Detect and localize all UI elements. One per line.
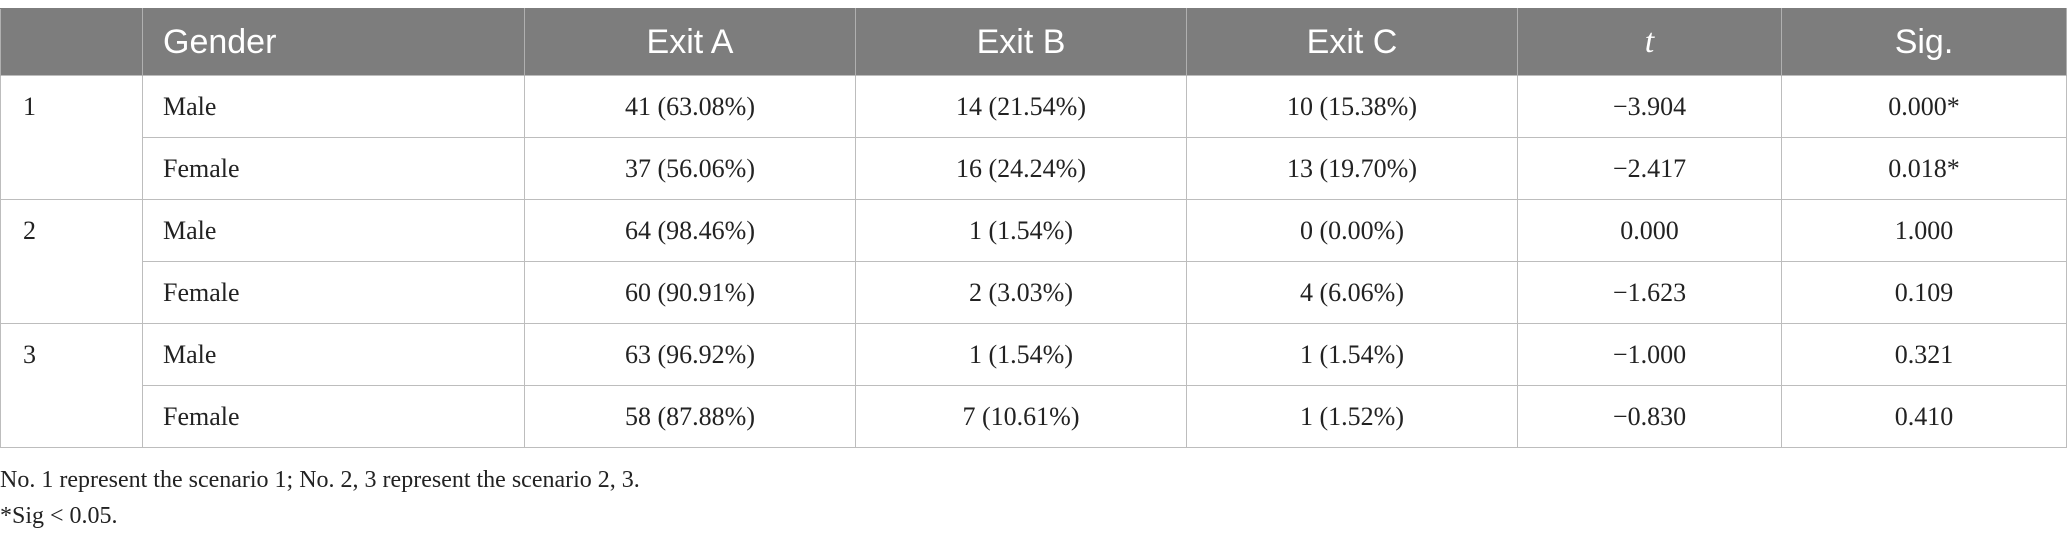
exit-b-cell: 2 (3.03%): [855, 261, 1187, 324]
results-table: Gender Exit A Exit B Exit C t Sig. 1 Mal…: [0, 8, 2067, 448]
exit-c-cell: 4 (6.06%): [1186, 261, 1518, 324]
exit-b-cell: 14 (21.54%): [855, 75, 1187, 138]
header-no: [0, 8, 143, 76]
exit-a-cell: 60 (90.91%): [524, 261, 856, 324]
table-row: 2 Male 64 (98.46%) 1 (1.54%) 0 (0.00%) 0…: [0, 199, 2067, 324]
header-exit-c: Exit C: [1186, 8, 1518, 76]
exit-b-cell: 7 (10.61%): [855, 385, 1187, 448]
t-cell: −2.417: [1517, 137, 1782, 200]
exit-a-cell: 64 (98.46%): [524, 199, 856, 262]
table-footnotes: No. 1 represent the scenario 1; No. 2, 3…: [0, 462, 640, 534]
t-cell: −3.904: [1517, 75, 1782, 138]
exit-a-cell: 37 (56.06%): [524, 137, 856, 200]
gender-cell: Male: [142, 75, 525, 138]
exit-c-cell: 1 (1.54%): [1186, 323, 1518, 386]
exit-b-cell: 1 (1.54%): [855, 199, 1187, 262]
exit-c-cell: 13 (19.70%): [1186, 137, 1518, 200]
sig-cell: 1.000: [1781, 199, 2067, 262]
gender-cell: Female: [142, 385, 525, 448]
exit-a-cell: 41 (63.08%): [524, 75, 856, 138]
table-row: Female 60 (90.91%) 2 (3.03%) 4 (6.06%) −…: [1, 261, 2067, 324]
table-container: Gender Exit A Exit B Exit C t Sig. 1 Mal…: [0, 8, 2067, 448]
t-cell: −1.623: [1517, 261, 1782, 324]
exit-a-cell: 63 (96.92%): [524, 323, 856, 386]
scenario-number: 2: [0, 199, 143, 324]
sig-cell: 0.018*: [1781, 137, 2067, 200]
gender-cell: Male: [142, 199, 525, 262]
exit-c-cell: 1 (1.52%): [1186, 385, 1518, 448]
t-cell: −0.830: [1517, 385, 1782, 448]
t-cell: −1.000: [1517, 323, 1782, 386]
sig-cell: 0.321: [1781, 323, 2067, 386]
header-exit-a: Exit A: [524, 8, 856, 76]
gender-cell: Female: [142, 137, 525, 200]
sig-cell: 0.000*: [1781, 75, 2067, 138]
footnote-scenarios: No. 1 represent the scenario 1; No. 2, 3…: [0, 467, 640, 493]
gender-cell: Female: [142, 261, 525, 324]
gender-cell: Male: [142, 323, 525, 386]
table-row: Female 58 (87.88%) 7 (10.61%) 1 (1.52%) …: [1, 385, 2067, 448]
exit-a-cell: 58 (87.88%): [524, 385, 856, 448]
header-sig: Sig.: [1781, 8, 2067, 76]
sig-cell: 0.410: [1781, 385, 2067, 448]
scenario-number: 1: [0, 75, 143, 200]
exit-c-cell: 0 (0.00%): [1186, 199, 1518, 262]
table-row: 1 Male 41 (63.08%) 14 (21.54%) 10 (15.38…: [0, 75, 2067, 200]
footnote-significance: *Sig < 0.05.: [0, 503, 118, 529]
exit-b-cell: 1 (1.54%): [855, 323, 1187, 386]
header-gender: Gender: [142, 8, 525, 76]
header-row: Gender Exit A Exit B Exit C t Sig.: [0, 8, 2067, 76]
table-row: Female 37 (56.06%) 16 (24.24%) 13 (19.70…: [1, 137, 2067, 200]
t-cell: 0.000: [1517, 199, 1782, 262]
header-t: t: [1517, 8, 1782, 76]
exit-c-cell: 10 (15.38%): [1186, 75, 1518, 138]
header-exit-b: Exit B: [855, 8, 1187, 76]
table-row: 3 Male 63 (96.92%) 1 (1.54%) 1 (1.54%) −…: [0, 323, 2067, 448]
scenario-number: 3: [0, 323, 143, 448]
sig-cell: 0.109: [1781, 261, 2067, 324]
exit-b-cell: 16 (24.24%): [855, 137, 1187, 200]
